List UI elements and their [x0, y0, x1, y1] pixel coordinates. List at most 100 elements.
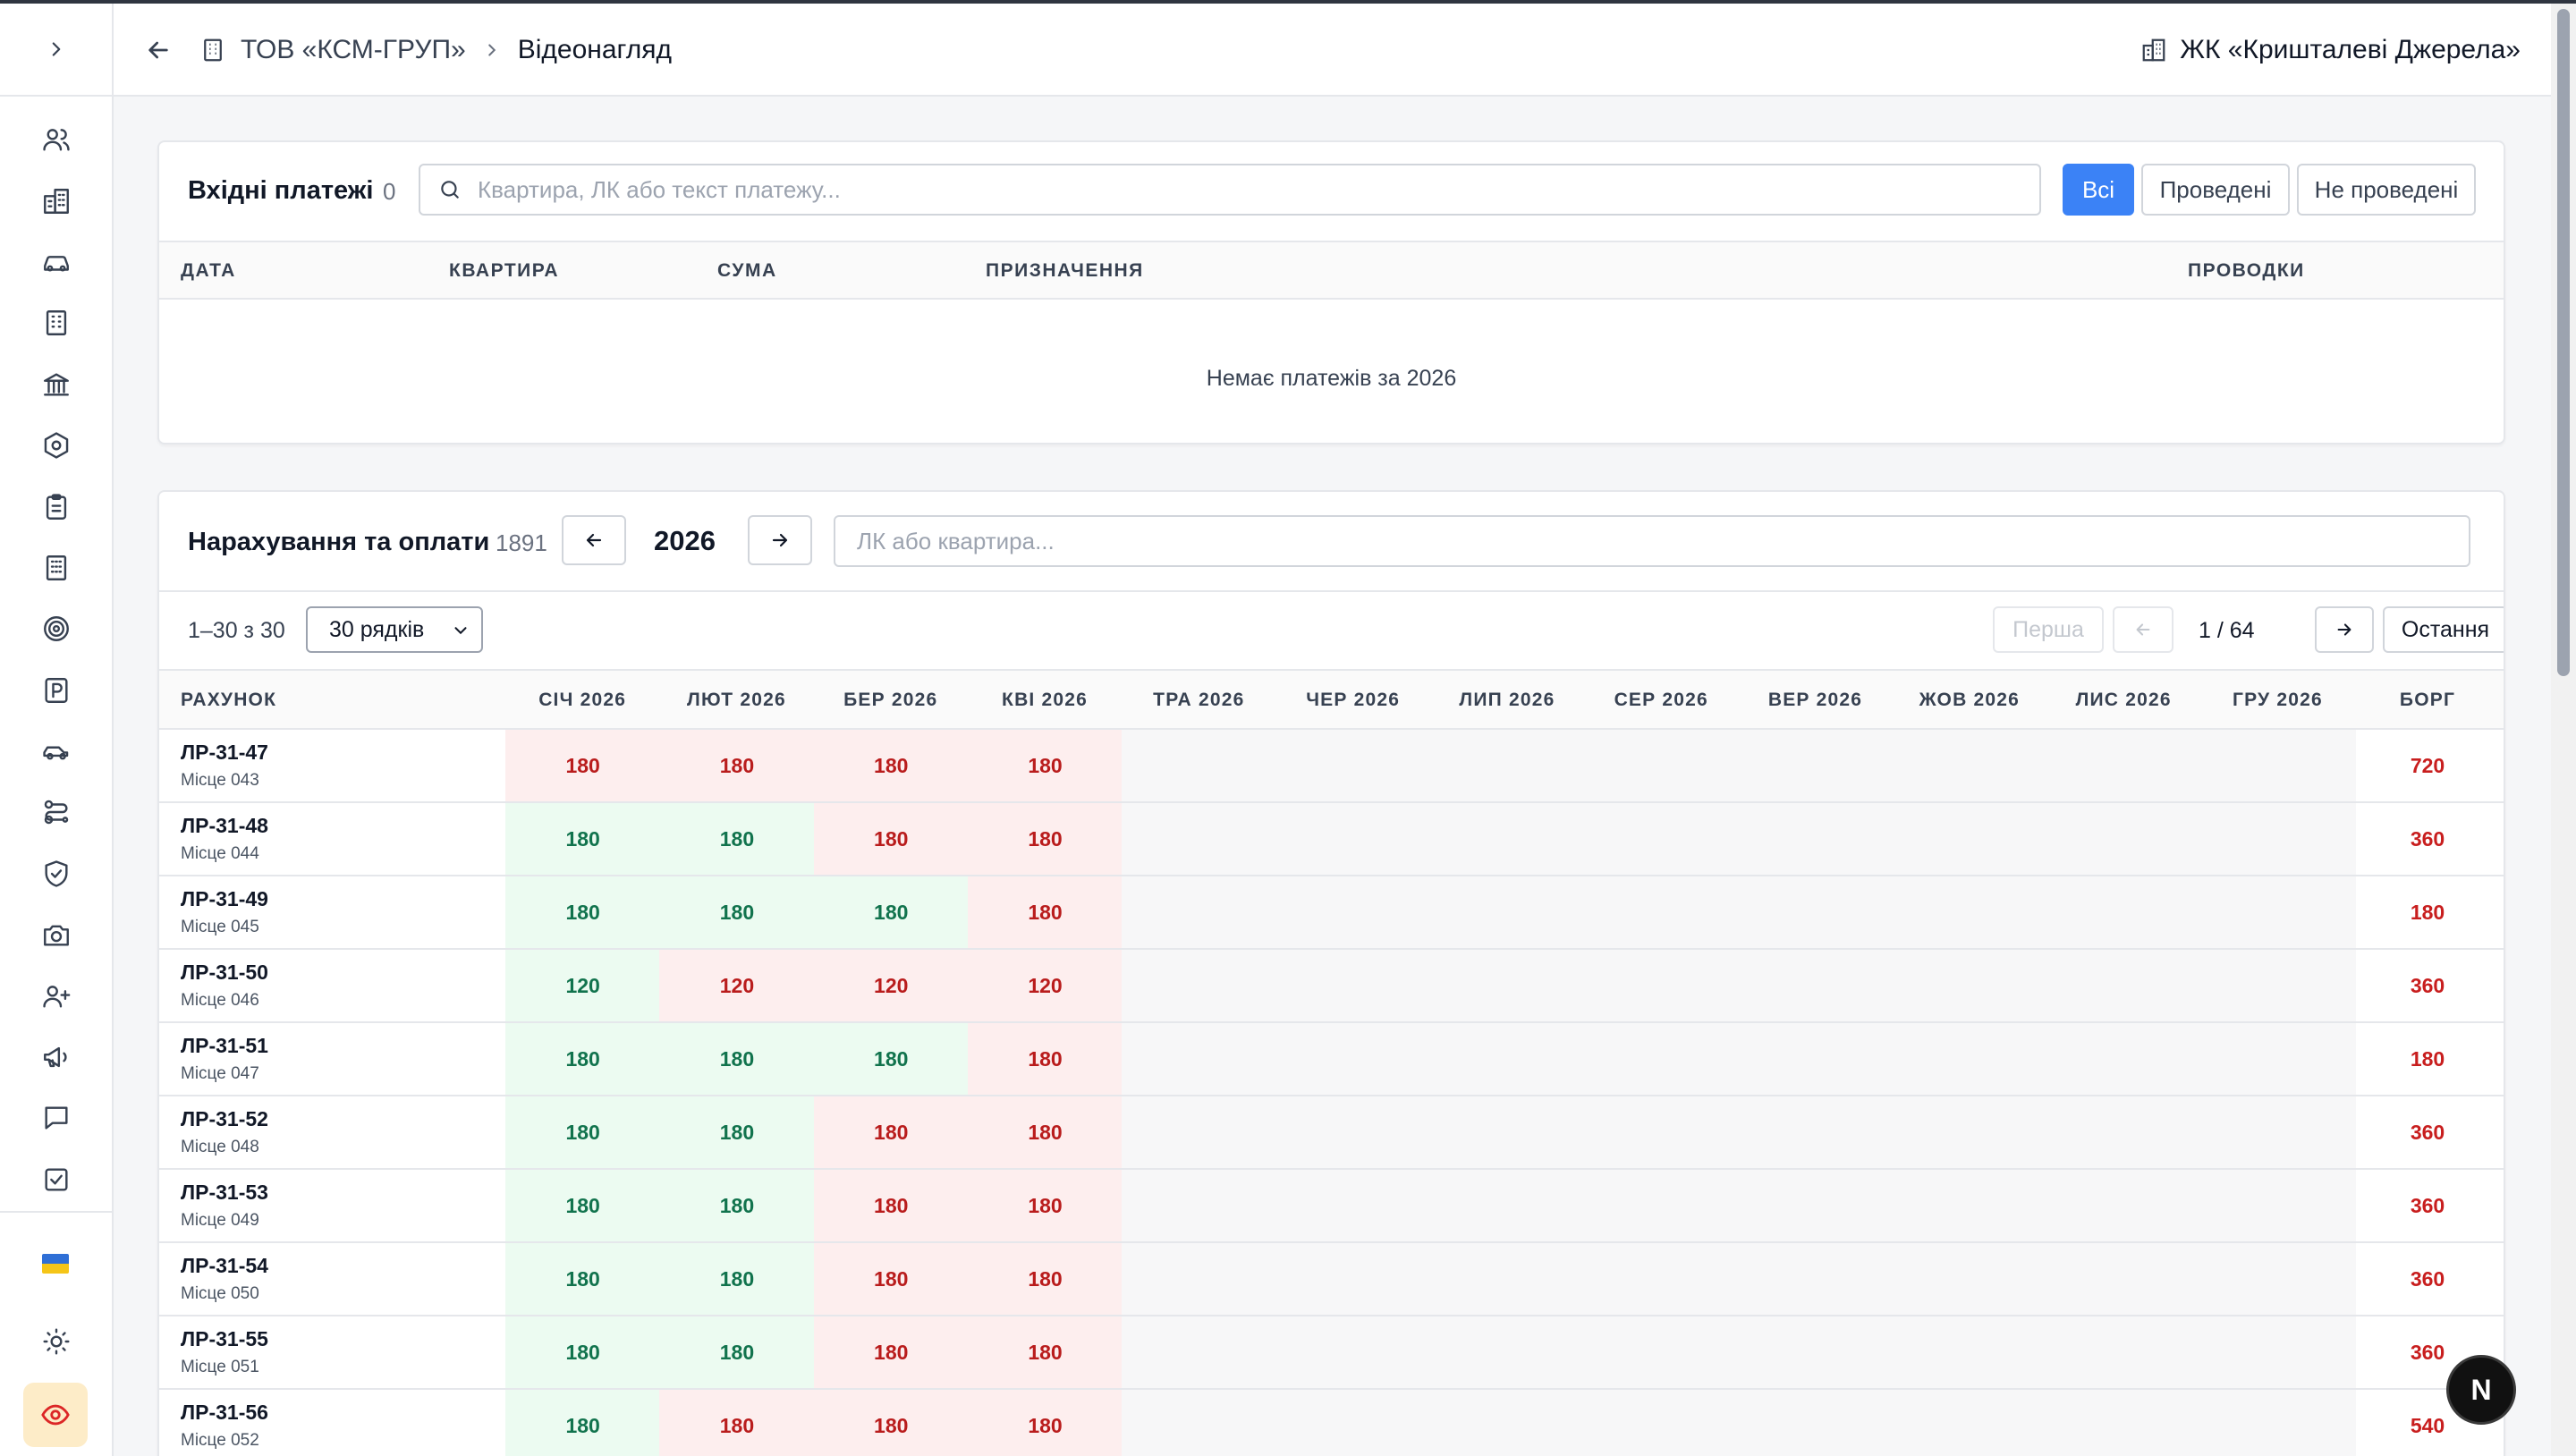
account-number[interactable]: ЛР-31-48 [181, 814, 268, 837]
table-row[interactable]: ЛР-31-48 Місце 044 180 180 180 180 360 [159, 803, 2504, 876]
month-cell[interactable]: 180 [967, 1243, 1123, 1315]
month-cell[interactable]: 180 [659, 1243, 815, 1315]
month-cell[interactable]: 180 [659, 730, 815, 801]
month-cell[interactable]: 180 [659, 1023, 815, 1095]
last-page-button[interactable]: Остання [2383, 606, 2504, 653]
back-button[interactable] [144, 36, 173, 64]
month-cell[interactable]: 120 [813, 950, 969, 1021]
prev-year-button[interactable] [562, 515, 626, 565]
account-number[interactable]: ЛР-31-56 [181, 1401, 268, 1424]
sidebar-item-car-side[interactable] [0, 721, 112, 782]
sidebar-item-checkbox[interactable] [0, 1149, 112, 1210]
table-row[interactable]: ЛР-31-52 Місце 048 180 180 180 180 360 [159, 1096, 2504, 1170]
sidebar-item-buildings[interactable] [0, 170, 112, 231]
table-row[interactable]: ЛР-31-53 Місце 049 180 180 180 180 360 [159, 1170, 2504, 1243]
month-cell[interactable]: 180 [813, 1170, 969, 1241]
sidebar-item-megaphone[interactable] [0, 1027, 112, 1088]
month-cell[interactable]: 120 [505, 950, 661, 1021]
month-cell[interactable]: 180 [967, 1023, 1123, 1095]
sidebar-item-parking[interactable] [0, 660, 112, 721]
sidebar-item-car[interactable] [0, 232, 112, 292]
next-year-button[interactable] [748, 515, 812, 565]
account-number[interactable]: ЛР-31-51 [181, 1034, 268, 1057]
table-row[interactable]: ЛР-31-51 Місце 047 180 180 180 180 180 [159, 1023, 2504, 1096]
table-row[interactable]: ЛР-31-47 Місце 043 180 180 180 180 720 [159, 730, 2504, 803]
sidebar-item-chat[interactable] [0, 1088, 112, 1148]
month-cell[interactable]: 180 [967, 1170, 1123, 1241]
first-page-button[interactable]: Перша [1993, 606, 2104, 653]
filter-not-posted-button[interactable]: Не проведені [2297, 164, 2476, 216]
filter-posted-button[interactable]: Проведені [2141, 164, 2290, 216]
month-cell[interactable]: 180 [505, 1023, 661, 1095]
account-number[interactable]: ЛР-31-47 [181, 741, 268, 764]
rows-per-page-select[interactable]: 30 рядків [306, 606, 483, 653]
page-scrollbar[interactable] [2551, 4, 2576, 1456]
month-cell[interactable]: 180 [659, 1390, 815, 1456]
month-cell[interactable]: 180 [813, 1096, 969, 1168]
sidebar-item-building[interactable] [0, 292, 112, 353]
scrollbar-thumb[interactable] [2557, 9, 2570, 676]
account-number[interactable]: ЛР-31-50 [181, 961, 268, 984]
month-cell[interactable]: 180 [659, 1316, 815, 1388]
filter-all-button[interactable]: Всі [2063, 164, 2134, 216]
month-cell[interactable]: 180 [659, 876, 815, 948]
prev-page-button[interactable] [2113, 606, 2174, 653]
account-number[interactable]: ЛР-31-55 [181, 1327, 268, 1350]
month-cell[interactable]: 120 [967, 950, 1123, 1021]
account-number[interactable]: ЛР-31-49 [181, 887, 268, 910]
sidebar-item-bank[interactable] [0, 354, 112, 415]
complex-selector[interactable]: ЖК «Кришталеві Джерела» [2140, 4, 2521, 97]
table-row[interactable]: ЛР-31-56 Місце 052 180 180 180 180 540 [159, 1390, 2504, 1456]
account-number[interactable]: ЛР-31-52 [181, 1107, 268, 1130]
month-cell[interactable]: 180 [659, 803, 815, 875]
ukraine-flag-icon[interactable] [42, 1254, 69, 1274]
sidebar-item-camera[interactable] [0, 904, 112, 965]
sidebar-item-target[interactable] [0, 598, 112, 659]
month-cell[interactable]: 180 [505, 876, 661, 948]
month-cell[interactable]: 180 [813, 730, 969, 801]
table-row[interactable]: ЛР-31-50 Місце 046 120 120 120 120 360 [159, 950, 2504, 1023]
sidebar-item-user-plus[interactable] [0, 965, 112, 1026]
month-cell[interactable]: 180 [967, 1316, 1123, 1388]
payments-search-input[interactable]: Квартира, ЛК або текст платежу... [419, 164, 2041, 216]
month-cell[interactable]: 180 [505, 1390, 661, 1456]
month-cell[interactable]: 180 [505, 1170, 661, 1241]
sidebar-expand-button[interactable] [0, 4, 112, 97]
account-number[interactable]: ЛР-31-53 [181, 1181, 268, 1204]
next-page-button[interactable] [2315, 606, 2374, 653]
month-cell[interactable]: 180 [813, 1023, 969, 1095]
account-number[interactable]: ЛР-31-54 [181, 1254, 268, 1277]
next-devtools-badge[interactable]: N [2446, 1355, 2516, 1425]
sidebar-item-office[interactable] [0, 538, 112, 598]
month-cell[interactable]: 180 [659, 1170, 815, 1241]
month-cell[interactable]: 180 [967, 1096, 1123, 1168]
month-cell[interactable]: 180 [505, 1243, 661, 1315]
month-cell[interactable]: 180 [505, 803, 661, 875]
month-cell[interactable]: 180 [505, 730, 661, 801]
sidebar-item-route[interactable] [0, 782, 112, 842]
month-cell[interactable]: 180 [505, 1096, 661, 1168]
sidebar-item-users[interactable] [0, 109, 112, 170]
charges-search-input[interactable]: ЛК або квартира... [834, 515, 2470, 567]
month-cell[interactable]: 180 [967, 803, 1123, 875]
table-row[interactable]: ЛР-31-49 Місце 045 180 180 180 180 180 [159, 876, 2504, 950]
month-cell[interactable]: 180 [967, 876, 1123, 948]
month-cell[interactable]: 180 [813, 876, 969, 948]
video-surveillance-nav-active[interactable] [23, 1383, 88, 1447]
theme-toggle-button[interactable] [0, 1316, 112, 1367]
table-row[interactable]: ЛР-31-55 Місце 051 180 180 180 180 360 [159, 1316, 2504, 1390]
month-cell[interactable]: 180 [505, 1316, 661, 1388]
month-cell[interactable]: 180 [659, 1096, 815, 1168]
sidebar-item-clipboard[interactable] [0, 476, 112, 537]
month-cell[interactable]: 120 [659, 950, 815, 1021]
month-cell[interactable]: 180 [967, 730, 1123, 801]
month-cell[interactable]: 180 [813, 1316, 969, 1388]
month-cell[interactable]: 180 [967, 1390, 1123, 1456]
month-cell[interactable]: 180 [813, 803, 969, 875]
sidebar-item-hexagon[interactable] [0, 415, 112, 476]
table-row[interactable]: ЛР-31-54 Місце 050 180 180 180 180 360 [159, 1243, 2504, 1316]
month-cell[interactable]: 180 [813, 1390, 969, 1456]
month-cell[interactable]: 180 [813, 1243, 969, 1315]
breadcrumb-org[interactable]: ТОВ «КСМ-ГРУП» [241, 35, 466, 64]
sidebar-item-shield-check[interactable] [0, 843, 112, 904]
